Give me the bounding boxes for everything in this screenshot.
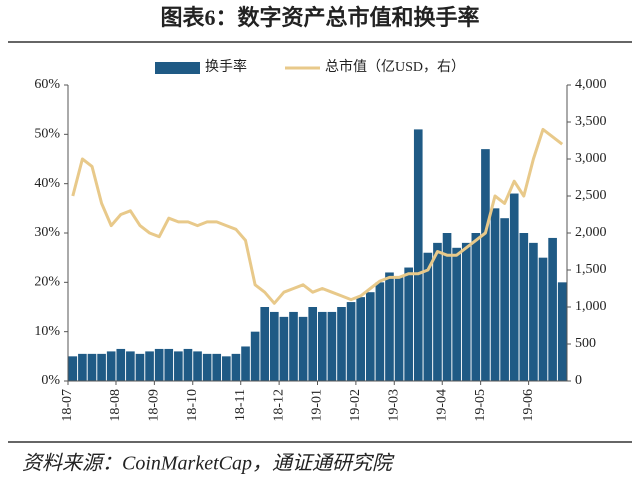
x-tick-label: 19-03 xyxy=(386,389,401,422)
y2-tick-label: 3,500 xyxy=(575,114,607,129)
legend-swatch xyxy=(155,62,200,74)
bar xyxy=(87,353,97,381)
bar xyxy=(231,353,241,381)
bar xyxy=(260,307,270,381)
bar xyxy=(289,311,298,381)
bar xyxy=(145,351,154,381)
y-tick-label: 40% xyxy=(34,176,60,191)
x-tick-label: 18-11 xyxy=(233,389,248,421)
bar xyxy=(529,242,538,381)
y2-tick-label: 3,000 xyxy=(575,151,607,166)
bar xyxy=(298,316,308,381)
bar xyxy=(250,331,260,381)
bar xyxy=(279,316,289,381)
bar xyxy=(241,346,250,381)
y2-tick-label: 2,500 xyxy=(575,188,607,203)
x-tick-label: 19-01 xyxy=(310,389,325,422)
x-tick-label: 18-09 xyxy=(147,389,162,422)
bar xyxy=(135,353,145,381)
chart-title: 图表6：数字资产总市值和换手率 xyxy=(160,5,479,30)
bar xyxy=(394,277,404,381)
bar xyxy=(375,282,385,381)
bar xyxy=(509,193,519,381)
bar xyxy=(78,353,87,381)
legend-label: 换手率 xyxy=(205,58,247,75)
bar xyxy=(356,297,366,381)
bar xyxy=(404,267,413,381)
bar xyxy=(68,356,78,381)
bar xyxy=(327,311,337,381)
bar xyxy=(97,353,106,381)
y2-tick-label: 4,000 xyxy=(575,77,607,92)
bar xyxy=(500,218,509,381)
bar xyxy=(337,307,346,381)
line xyxy=(71,127,564,305)
y-tick-label: 0% xyxy=(41,373,60,388)
y2-tick-label: 0 xyxy=(575,373,582,388)
x-tick-label: 18-08 xyxy=(108,389,123,422)
bar xyxy=(413,129,423,381)
bar xyxy=(174,351,183,381)
x-tick-label: 18-10 xyxy=(185,389,200,422)
x-tick-label: 18-12 xyxy=(271,389,286,422)
bar xyxy=(193,351,202,381)
bar xyxy=(202,353,212,381)
bar xyxy=(452,247,461,381)
x-tick-label: 19-02 xyxy=(348,389,363,422)
y-tick-label: 50% xyxy=(34,127,60,142)
bar xyxy=(519,233,529,381)
y-tick-label: 60% xyxy=(34,77,60,92)
bar xyxy=(385,272,394,381)
x-tick-label: 18-07 xyxy=(60,389,75,422)
bar xyxy=(442,233,452,381)
bar xyxy=(164,348,174,381)
bar xyxy=(222,356,231,381)
y2-tick-label: 500 xyxy=(575,336,596,351)
legend-label: 总市值（亿USD，右） xyxy=(325,58,465,75)
bar xyxy=(365,292,375,381)
x-tick-label: 19-06 xyxy=(521,389,536,422)
bar xyxy=(548,237,557,381)
bar xyxy=(154,348,164,381)
y2-tick-label: 1,000 xyxy=(575,299,607,314)
y2-tick-label: 2,000 xyxy=(575,225,607,240)
bar xyxy=(471,233,481,381)
bar xyxy=(481,149,490,381)
bar xyxy=(183,348,193,381)
bar xyxy=(106,351,116,381)
bar xyxy=(116,348,126,381)
bar xyxy=(490,208,500,381)
bar xyxy=(269,311,279,381)
bar xyxy=(212,353,222,381)
bar xyxy=(346,302,356,381)
bar xyxy=(423,252,433,381)
bar xyxy=(461,242,471,381)
y-tick-label: 30% xyxy=(34,225,60,240)
bar xyxy=(308,307,318,381)
bar xyxy=(557,282,567,381)
y-tick-label: 20% xyxy=(34,275,60,290)
x-tick-label: 19-04 xyxy=(434,389,449,422)
bar xyxy=(126,351,135,381)
x-tick-label: 19-05 xyxy=(473,389,488,422)
bar xyxy=(538,257,548,381)
y-tick-label: 10% xyxy=(34,324,60,339)
source-note: 资料来源：CoinMarketCap，通证通研究院 xyxy=(22,453,395,475)
bar xyxy=(317,311,327,381)
y2-tick-label: 1,500 xyxy=(575,262,607,277)
bar xyxy=(433,242,442,381)
